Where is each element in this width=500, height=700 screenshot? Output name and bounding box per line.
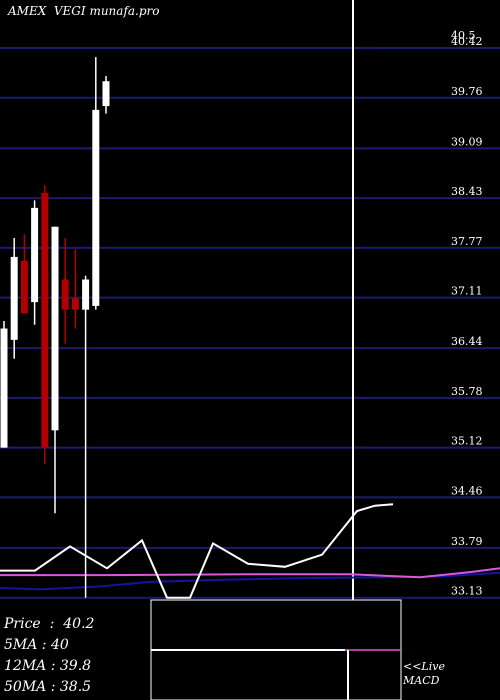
candle: [92, 57, 100, 310]
y-tick-label: 37.11: [451, 285, 483, 298]
candle: [71, 249, 79, 329]
candle: [41, 185, 49, 465]
candle: [31, 200, 39, 325]
candle: [102, 75, 110, 114]
indicator-line: [0, 503, 394, 599]
candle-body: [31, 207, 39, 303]
candlesticks: [0, 57, 110, 598]
candle-body: [10, 256, 18, 340]
y-tick-label: 36.44: [451, 335, 483, 348]
ma-pink-line: [0, 567, 500, 579]
candle-body: [82, 279, 90, 310]
y-tick-label: 37.77: [451, 235, 483, 248]
candle: [0, 320, 8, 448]
y-tick-label: 35.12: [451, 435, 483, 448]
candle-body: [71, 298, 79, 310]
candle: [82, 275, 90, 598]
legend-5ma: 5MA : 40: [4, 637, 69, 653]
candle-body: [41, 192, 49, 448]
live-note-line2: MACD: [403, 674, 440, 687]
y-tick-label: 39.09: [451, 135, 483, 148]
candle: [51, 226, 59, 514]
y-axis-tick-labels: 40.540.42 39.76 39.09 38.43 37.77 37.11 36.44 3…: [451, 29, 483, 598]
y-tick-label: 40.5: [451, 29, 476, 42]
y-tick-label: 34.46: [451, 484, 483, 497]
candle-body: [0, 328, 8, 448]
legend-50ma: 50MA : 38.5: [4, 679, 92, 695]
candle-body: [51, 226, 59, 431]
chart-title: AMEX VEGI munafa.pro: [8, 4, 160, 18]
y-tick-label: 33.13: [451, 585, 483, 598]
live-note-line1: <<Live: [403, 660, 445, 673]
y-tick-label: 40.42: [451, 35, 483, 48]
legend-12ma: 12MA : 39.8: [4, 658, 92, 674]
candle-body: [20, 260, 28, 314]
legend-price: Price : 40.2: [4, 616, 95, 632]
candle-body: [102, 81, 110, 107]
candle: [61, 238, 69, 344]
y-tick-label: 38.43: [451, 185, 483, 198]
y-tick-label: 39.76: [451, 85, 483, 98]
indicator-line-group: [0, 503, 394, 599]
candle-body: [61, 279, 69, 310]
candle: [10, 238, 18, 359]
candle-body: [92, 109, 100, 306]
y-tick-label: 33.79: [451, 535, 483, 548]
y-tick-label: 35.78: [451, 385, 483, 398]
live-macd-note: <<Live MACD: [403, 660, 445, 688]
macd-panel: [150, 599, 402, 700]
moving-average-lines: [0, 567, 500, 591]
candle: [20, 234, 28, 314]
price-legend: Price : 40.2 5MA : 40 12MA : 39.8 50MA :…: [4, 614, 94, 698]
